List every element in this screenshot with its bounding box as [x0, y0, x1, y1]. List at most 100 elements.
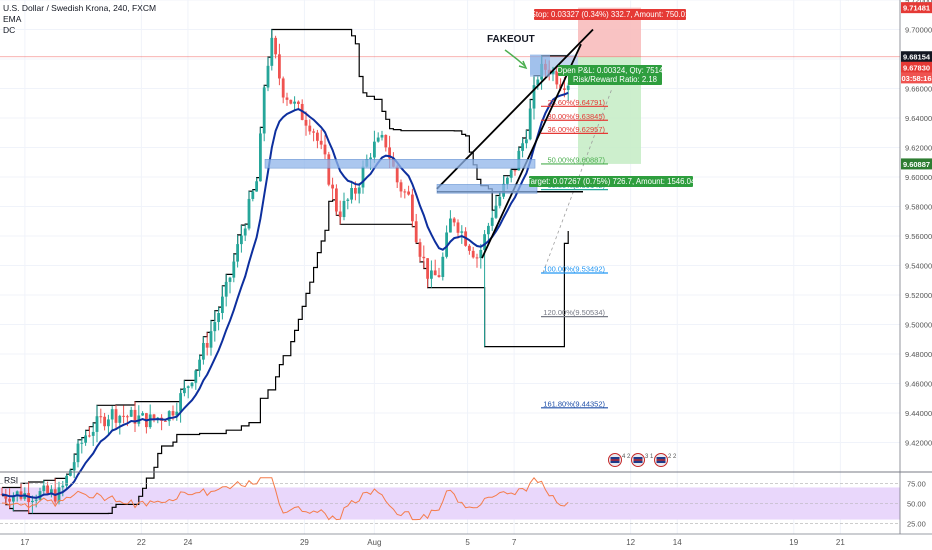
candle-body [338, 211, 342, 218]
candle-body [403, 191, 407, 193]
candle-body [42, 485, 46, 492]
price-tick: 9.48000 [905, 350, 932, 359]
candle-body [251, 191, 255, 199]
candle-body [395, 166, 399, 183]
event-count-1: 2 [668, 454, 672, 460]
candle-body [471, 250, 475, 258]
time-tick: 29 [300, 538, 309, 547]
ema-path [1, 91, 569, 499]
candle-body [8, 498, 11, 502]
candle-body [445, 232, 448, 257]
rsi-pane: RSI [0, 471, 932, 524]
price-tick: 9.56000 [905, 232, 932, 241]
candle-body [441, 256, 445, 277]
candle-body [293, 101, 296, 104]
event-count-2: 1 [650, 454, 654, 460]
candle-body [483, 234, 486, 250]
candle-body [327, 154, 331, 185]
fib-label-1: 30.00%(9.63845) [547, 112, 605, 121]
grid [0, 0, 900, 534]
candle-body [224, 281, 228, 297]
candle-body [141, 413, 144, 416]
candle-body [433, 270, 437, 276]
candle-body [346, 199, 350, 201]
candle-body [126, 416, 129, 418]
candle-body [342, 200, 346, 218]
price-tick: 9.50000 [905, 321, 932, 330]
fakeout-arrow [504, 49, 526, 67]
drawings[interactable]: FAKEOUT [264, 28, 594, 259]
candle-body [456, 222, 460, 233]
candle-body [65, 475, 68, 486]
price-tick: 9.64000 [905, 114, 932, 123]
candle-body [148, 414, 152, 428]
candle-body [566, 85, 570, 90]
last-price-badge-bg [901, 51, 932, 63]
candle-body [373, 141, 376, 158]
time-tick: 7 [512, 538, 517, 547]
candle-body [297, 101, 300, 104]
candle-body [198, 359, 201, 371]
target-price-badge: 9.60887 [903, 160, 930, 169]
indicator-dc[interactable]: DC [3, 25, 16, 35]
candle-body [103, 416, 106, 427]
candle-body [281, 78, 285, 98]
indicator-ema[interactable]: EMA [3, 14, 22, 24]
candle-body [34, 499, 38, 501]
candle-body [449, 218, 452, 233]
candle-body [262, 87, 266, 134]
countdown-badge-bg [901, 72, 932, 84]
candle-body [183, 387, 186, 394]
candle-body [247, 198, 251, 229]
time-tick: 12 [626, 538, 635, 547]
candle-body [430, 270, 433, 279]
event-count-1: 4 [622, 454, 626, 460]
dc-lower [2, 199, 569, 515]
event-count-2: 2 [673, 454, 677, 460]
position-labels[interactable]: Stop: 0.03327 (0.34%) 332.7, Amount: 750… [527, 9, 696, 187]
candle-body [270, 37, 274, 66]
candle-body [418, 242, 422, 257]
position-tool[interactable] [0, 7, 900, 274]
candle-body [194, 370, 198, 383]
candle-body [426, 258, 429, 279]
candle-body [167, 411, 171, 422]
candle-body [468, 245, 471, 251]
candle-body [217, 313, 220, 323]
symbol-title: U.S. Dollar / Swedish Krona, 240, FXCM [3, 3, 157, 13]
candle-body [422, 256, 426, 259]
candle-body [319, 140, 323, 145]
rsi-tick: 50.00 [907, 500, 926, 509]
support-zone [436, 184, 538, 194]
candle-body [202, 342, 205, 360]
candle-body [498, 196, 502, 206]
candle-body [228, 277, 232, 282]
candle-body [255, 181, 258, 192]
candle-body [487, 225, 490, 235]
candle-body [532, 85, 536, 109]
candle-body [46, 485, 49, 494]
candle-body [335, 188, 338, 212]
fib-label-2: 36.00%(9.62957) [547, 125, 605, 134]
candle-body [274, 37, 277, 55]
candle-body [525, 139, 528, 144]
fakeout-arrowhead [518, 60, 528, 70]
candle-body [536, 79, 540, 86]
candle-body [323, 144, 327, 155]
fib-label-7: 161.80%(9.44352) [543, 399, 605, 408]
candle-body [114, 409, 118, 423]
time-tick: Aug [367, 538, 381, 547]
target-label: Target: 0.07267 (0.75%) 726.7, Amount: 1… [527, 177, 696, 186]
dc-upper [2, 28, 569, 489]
candle-body [129, 409, 133, 417]
candle-body [171, 411, 175, 416]
price-tick: 9.62000 [905, 144, 932, 153]
candle-body [331, 184, 334, 189]
candle-body [84, 435, 87, 443]
candle-body [369, 157, 372, 160]
candle-body [414, 221, 418, 243]
candle-body [316, 132, 319, 141]
candle-body [266, 65, 270, 88]
